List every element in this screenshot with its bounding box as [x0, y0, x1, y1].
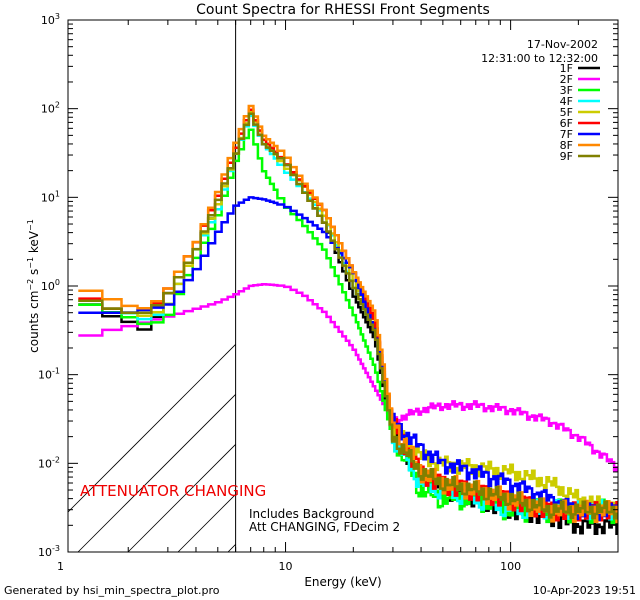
chart-title: Count Spectra for RHESSI Front Segments: [196, 2, 490, 18]
x-axis-label: Energy (keV): [304, 575, 381, 589]
y-tick-labels: 10-3 10-2 10-1 100 101 102 103: [38, 12, 60, 559]
legend-label-2F: 2F: [560, 73, 573, 86]
legend-label-7F: 7F: [560, 128, 573, 141]
x-tick-labels: 1 10 100: [57, 560, 521, 573]
legend-label-1F: 1F: [560, 62, 573, 75]
y-tick-label: 101: [41, 189, 60, 204]
y-tick-label: 100: [41, 278, 60, 293]
attenuator-annotation: ATTENUATOR CHANGING: [80, 482, 266, 500]
y-tick-label: 103: [41, 12, 60, 27]
legend-label-3F: 3F: [560, 84, 573, 97]
series-2F: [78, 282, 618, 472]
legend-label-5F: 5F: [560, 106, 573, 119]
legend-label-8F: 8F: [560, 139, 573, 152]
y-tick-label: 102: [41, 101, 60, 116]
axis-ticks: [68, 20, 619, 553]
x-tick-label: 100: [500, 560, 521, 573]
hatch-line: [628, 20, 640, 552]
series-5F: [78, 110, 618, 516]
legend-label-9F: 9F: [560, 150, 573, 163]
series-layer: [78, 104, 618, 535]
y-axis-label: counts cm−2 s−1 keV−1: [26, 219, 41, 353]
y-tick-label: 10-1: [38, 367, 60, 382]
series-7F: [78, 196, 618, 521]
attenuator-hatch-region: [68, 20, 640, 552]
footer-timestamp: 10-Apr-2023 19:51: [533, 584, 636, 597]
legend-label-6F: 6F: [560, 117, 573, 130]
series-3F: [78, 128, 618, 525]
hatch-line: [68, 343, 236, 513]
y-tick-label: 10-2: [38, 455, 60, 470]
hatch-line: [127, 443, 236, 552]
y-tick-label: 10-3: [38, 544, 60, 559]
hatch-line: [77, 393, 236, 552]
date-label: 17-Nov-2002: [527, 38, 598, 51]
background-annotation: Includes Background: [249, 507, 374, 521]
series-9F: [78, 112, 618, 520]
legend-label-4F: 4F: [560, 95, 573, 108]
footer-generated-by: Generated by hsi_min_spectra_plot.pro: [4, 584, 220, 597]
x-tick-label: 10: [279, 560, 293, 573]
att-state-annotation: Att CHANGING, FDecim 2: [249, 520, 400, 534]
x-tick-label: 1: [57, 560, 64, 573]
time-range-label: 12:31:00 to 12:32:00: [481, 52, 598, 65]
